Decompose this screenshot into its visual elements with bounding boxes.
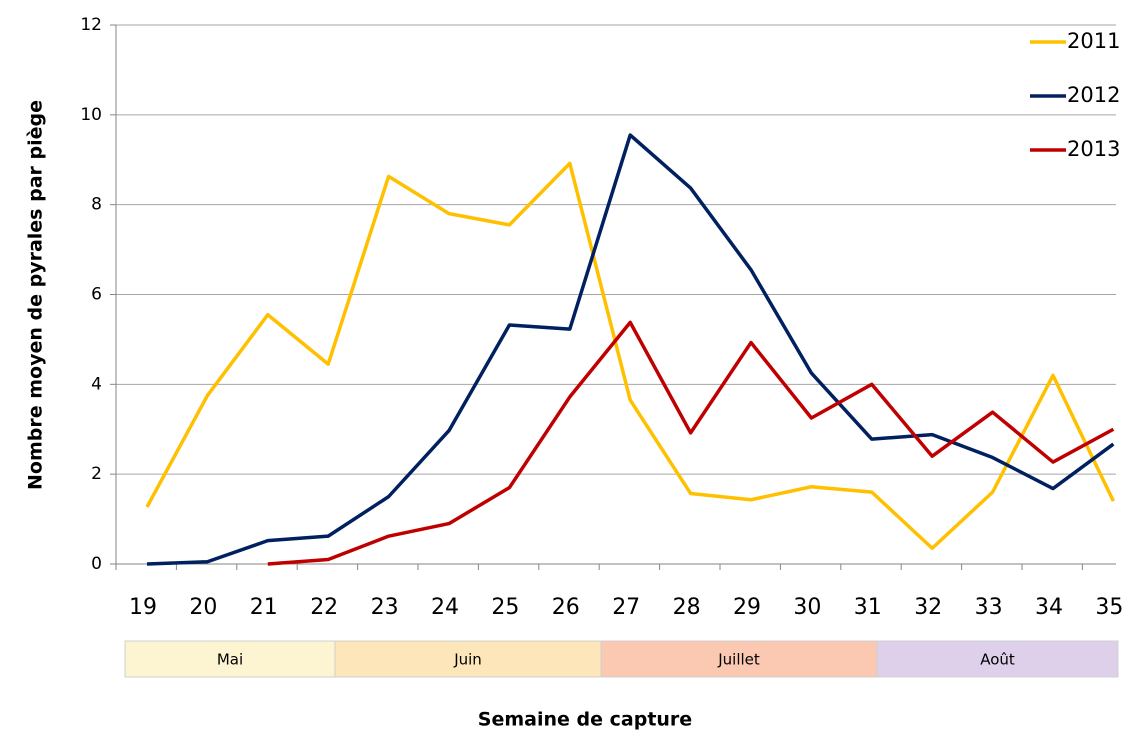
month-label: Juillet [717,651,760,669]
month-band [876,640,1119,678]
legend-label: 2011 [1067,29,1120,53]
y-tick-label: 2 [91,464,102,484]
series-line [267,320,1115,566]
x-tick-label: 31 [854,595,882,620]
x-tick-label: 25 [491,595,519,620]
x-tick-label: 35 [1095,595,1123,620]
month-band [600,640,878,678]
series-line [146,133,1115,566]
y-tick-label: 12 [80,15,102,35]
x-tick-label: 24 [431,595,459,620]
legend-label: 2013 [1067,137,1120,161]
x-tick-label: 27 [612,595,640,620]
x-tick-label: 22 [310,595,338,620]
x-tick-label: 26 [552,595,580,620]
x-tick-label: 23 [371,595,399,620]
y-tick-label: 4 [91,374,102,394]
x-tick-label: 29 [733,595,761,620]
x-axis-title: Semaine de capture [478,709,692,731]
x-tick-label: 28 [673,595,701,620]
y-tick-label: 6 [91,285,102,305]
y-tick-label: 10 [80,105,102,125]
y-tick-label: 0 [91,554,102,574]
legend-label: 2012 [1067,83,1120,107]
month-label: Août [980,651,1015,669]
month-label: Mai [217,651,243,669]
x-tick-label: 32 [914,595,942,620]
x-tick-label: 30 [793,595,821,620]
series-line [145,161,1115,551]
x-tick-label: 33 [975,595,1003,620]
y-axis-title: Nombre moyen de pyrales par piège [25,100,47,490]
x-tick-label: 21 [250,595,278,620]
y-tick-label: 8 [91,195,102,215]
month-label: Juin [453,651,482,669]
x-tick-label: 19 [129,595,157,620]
x-tick-label: 34 [1035,595,1063,620]
x-tick-label: 20 [189,595,217,620]
